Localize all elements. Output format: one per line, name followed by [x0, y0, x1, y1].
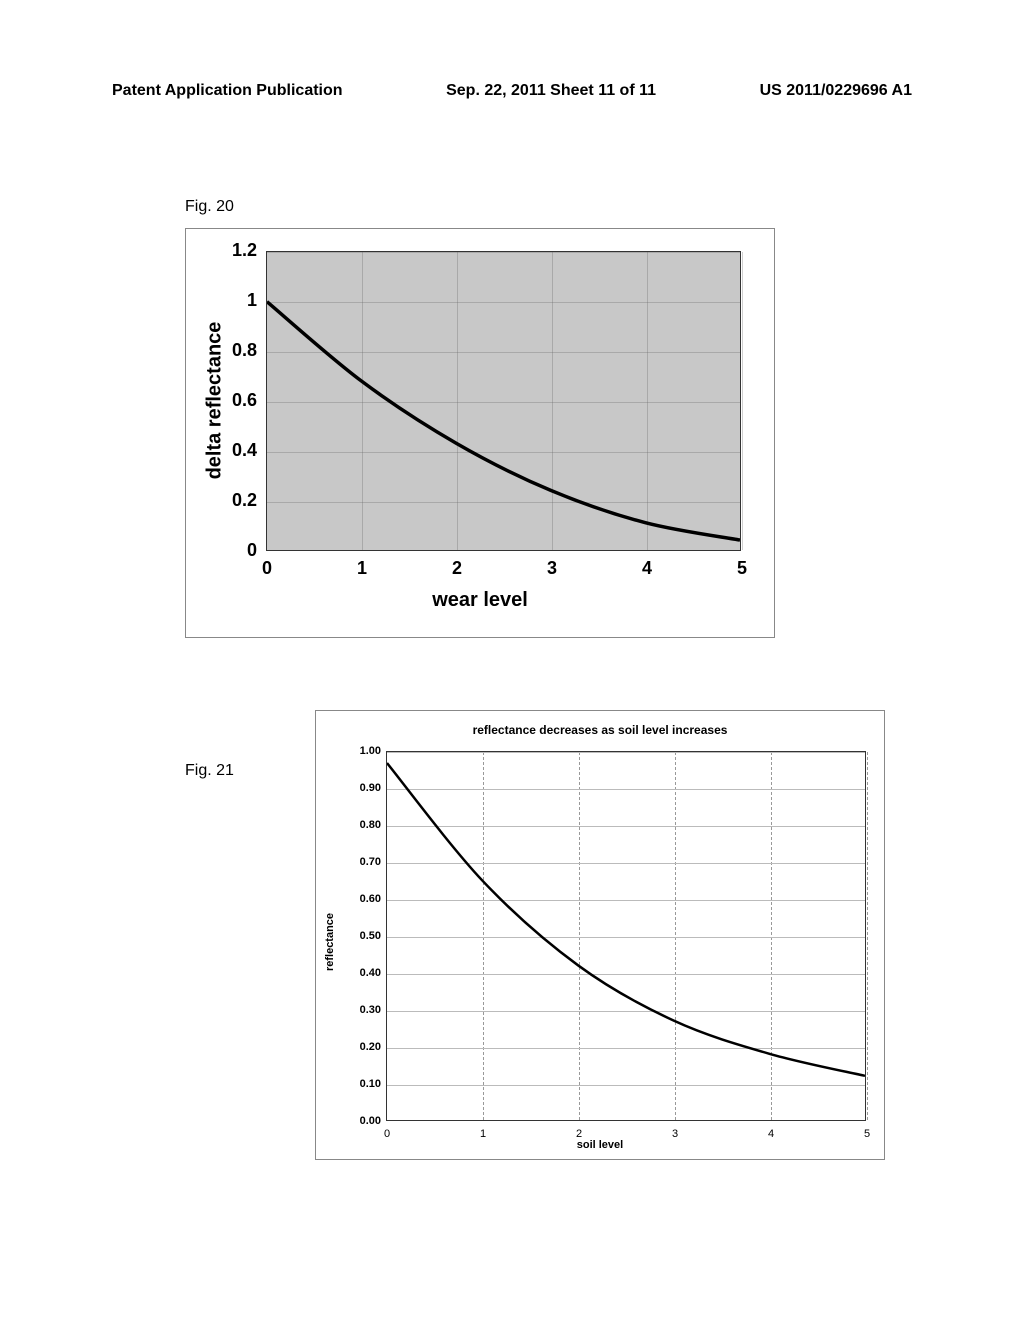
fig20-y-axis-label: delta reflectance	[203, 322, 226, 480]
fig21-xtick: 5	[864, 1120, 870, 1140]
fig21-plot-area: 0.000.100.200.300.400.500.600.700.800.90…	[386, 751, 866, 1121]
fig21-xtick: 2	[576, 1120, 582, 1140]
fig20-xtick: 5	[737, 550, 747, 579]
fig21-ytick: 0.00	[360, 1115, 387, 1127]
fig21-y-axis-label: reflectance	[324, 913, 336, 971]
fig20-xtick: 2	[452, 550, 462, 579]
fig21-x-axis-label: soil level	[316, 1139, 884, 1151]
fig21-ytick: 0.50	[360, 930, 387, 942]
figure-20-label: Fig. 20	[185, 198, 234, 216]
fig21-xtick: 4	[768, 1120, 774, 1140]
fig21-ytick: 0.80	[360, 819, 387, 831]
fig21-ytick: 0.40	[360, 967, 387, 979]
header-left: Patent Application Publication	[112, 82, 343, 100]
fig20-ytick: 1.2	[232, 240, 267, 261]
fig20-ytick: 0.2	[232, 490, 267, 511]
header-center: Sep. 22, 2011 Sheet 11 of 11	[446, 82, 656, 100]
fig20-ytick: 1	[247, 290, 267, 311]
figure-20-chart: delta reflectance wear level 00.20.40.60…	[185, 228, 775, 638]
fig20-ytick: 0.4	[232, 440, 267, 461]
fig20-xtick: 4	[642, 550, 652, 579]
fig20-xtick: 3	[547, 550, 557, 579]
fig21-xtick: 3	[672, 1120, 678, 1140]
fig21-ytick: 0.60	[360, 893, 387, 905]
fig21-xtick: 1	[480, 1120, 486, 1140]
fig20-ytick: 0.8	[232, 340, 267, 361]
header-right: US 2011/0229696 A1	[760, 82, 912, 100]
fig21-xtick: 0	[384, 1120, 390, 1140]
fig21-ytick: 0.20	[360, 1041, 387, 1053]
page-header: Patent Application Publication Sep. 22, …	[112, 82, 912, 100]
fig20-xtick: 0	[262, 550, 272, 579]
fig21-title: reflectance decreases as soil level incr…	[316, 723, 884, 737]
fig20-plot-area: 00.20.40.60.811.2 012345	[266, 251, 741, 551]
fig20-xtick: 1	[357, 550, 367, 579]
fig21-ytick: 0.90	[360, 782, 387, 794]
figure-21-label: Fig. 21	[185, 762, 234, 780]
fig20-ytick: 0.6	[232, 390, 267, 411]
fig20-curve	[267, 252, 740, 550]
fig20-x-axis-label: wear level	[186, 589, 774, 612]
fig21-ytick: 1.00	[360, 745, 387, 757]
fig21-ytick: 0.10	[360, 1078, 387, 1090]
fig21-curve	[387, 752, 865, 1120]
fig21-ytick: 0.30	[360, 1004, 387, 1016]
figure-21-chart: reflectance decreases as soil level incr…	[315, 710, 885, 1160]
fig21-ytick: 0.70	[360, 856, 387, 868]
